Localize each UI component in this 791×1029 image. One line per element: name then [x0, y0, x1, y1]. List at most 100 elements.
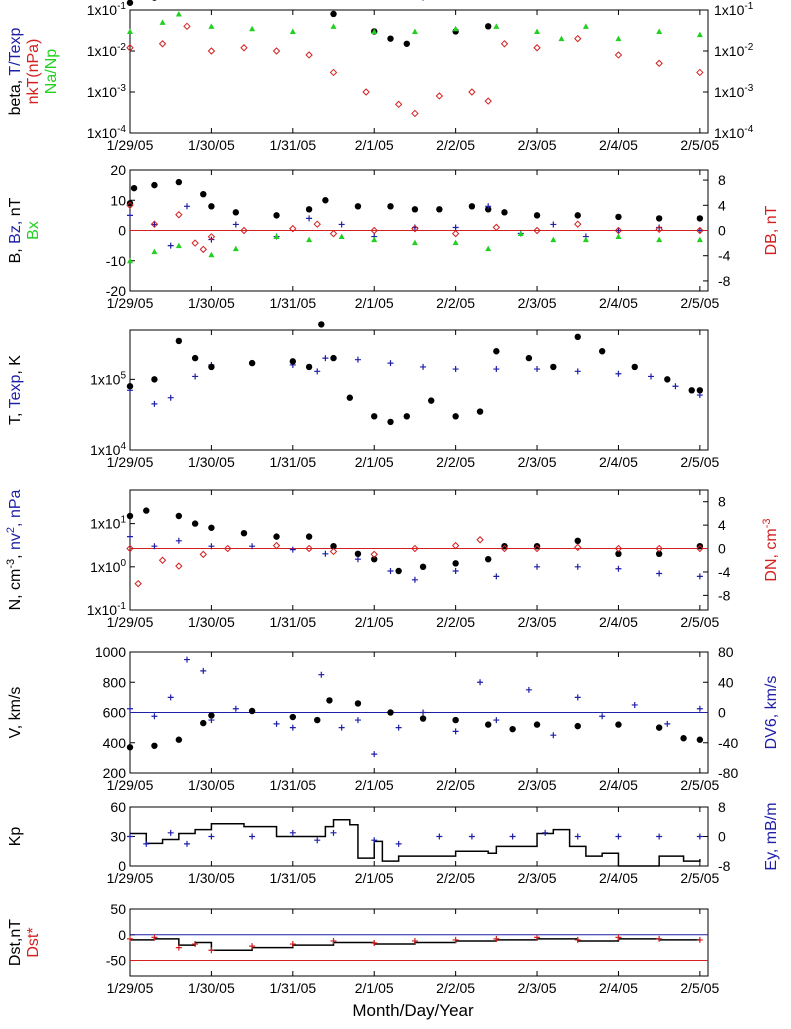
y-axis-label-V: V, km/s — [7, 687, 24, 739]
data-point-N — [395, 567, 402, 575]
data-point-beta — [208, 23, 215, 29]
data-point-beta — [387, 35, 394, 42]
data-point-N — [615, 565, 622, 572]
x-tick-label-T: 1/30/05 — [188, 454, 235, 470]
y-tick-label-beta: 1x10-2 — [87, 42, 127, 59]
data-point-B — [574, 212, 581, 219]
data-point-beta — [411, 109, 419, 118]
data-point-beta — [272, 47, 281, 55]
data-point-B — [354, 203, 362, 210]
x-tick-label-V: 2/3/05 — [518, 777, 557, 793]
data-point-B — [289, 224, 297, 233]
x-tick-label-T: 2/4/05 — [599, 454, 638, 470]
y2-tick-label-V: -40 — [718, 735, 738, 751]
data-point-B — [411, 239, 418, 246]
data-point-T — [648, 373, 655, 380]
data-point-B — [615, 213, 622, 221]
data-point-beta — [696, 31, 703, 38]
data-point-N — [305, 533, 313, 540]
data-point-V — [208, 717, 215, 724]
y-axis-label-Dst: Dst,nT — [7, 919, 24, 966]
x-tick-label-B: 1/29/05 — [107, 295, 154, 311]
data-point-B — [501, 209, 508, 216]
data-point-N — [354, 556, 361, 563]
data-point-N — [574, 537, 581, 545]
y2-tick-label-Kp: 0 — [718, 829, 726, 845]
data-point-N — [191, 520, 199, 527]
data-point-N — [696, 544, 704, 553]
data-point-N — [134, 579, 142, 588]
data-point-T — [403, 413, 410, 420]
y-tick-label-V: 400 — [103, 735, 127, 751]
data-point-T — [346, 394, 354, 401]
data-point-Kp — [208, 833, 215, 840]
data-point-B — [696, 215, 704, 222]
y-tick-label-N: 1x10-1 — [87, 601, 127, 618]
data-point-V — [151, 742, 158, 749]
data-point-beta — [330, 23, 337, 29]
y2-tick-label-N: 8 — [718, 494, 726, 510]
x-tick-label-Kp: 2/5/05 — [680, 870, 719, 886]
data-point-B — [411, 206, 419, 213]
data-point-beta — [493, 23, 500, 29]
data-point-T — [550, 363, 557, 371]
data-point-B — [451, 229, 460, 238]
data-point-N — [249, 543, 256, 550]
data-point-V — [484, 721, 492, 728]
data-point-T — [191, 354, 199, 362]
data-point-Kp — [249, 833, 256, 840]
y-tick-label-V: 800 — [103, 674, 127, 690]
data-point-beta — [289, 28, 296, 34]
data-point-beta — [152, 0, 157, 1]
data-point-V — [452, 716, 459, 724]
data-point-V — [395, 724, 402, 731]
data-point-N — [272, 541, 281, 550]
data-point-Kp — [468, 833, 475, 840]
x-tick-label-B: 1/31/05 — [269, 295, 316, 311]
data-point-B — [655, 225, 663, 233]
y2-tick-label-beta: 1x10-3 — [714, 83, 754, 100]
data-point-N — [574, 563, 581, 570]
data-point-V — [533, 721, 541, 728]
data-point-Kp — [314, 837, 321, 844]
data-point-B — [371, 236, 378, 243]
data-point-N — [126, 512, 134, 520]
data-point-B — [126, 200, 134, 207]
data-point-B — [150, 220, 159, 228]
data-point-T — [208, 363, 215, 371]
data-point-V — [354, 700, 362, 707]
data-point-beta — [126, 44, 134, 52]
data-point-N — [655, 550, 663, 558]
data-point-N — [451, 541, 460, 550]
data-point-B — [338, 221, 345, 228]
y-axis-label-N: N, cm-3, nv2, nPa — [5, 489, 24, 610]
data-point-N — [370, 550, 378, 559]
data-point-V — [574, 694, 581, 701]
data-point-V — [127, 705, 133, 712]
data-point-beta — [158, 40, 167, 48]
data-point-B — [614, 226, 623, 235]
data-point-N — [223, 544, 232, 553]
data-point-Kp — [542, 829, 549, 836]
data-point-V — [574, 722, 581, 730]
data-point-N — [199, 550, 207, 559]
data-point-beta — [403, 40, 410, 47]
data-point-Kp — [574, 833, 581, 840]
data-point-Dst — [656, 935, 663, 942]
data-point-B — [306, 215, 313, 222]
data-point-V — [420, 709, 427, 716]
data-point-T — [428, 397, 435, 404]
panel-frame-N — [129, 489, 709, 611]
data-point-Kp — [395, 840, 402, 847]
y2-axis-label-Kp: Ey, mB/m — [763, 802, 780, 870]
data-point-T — [387, 360, 394, 367]
data-point-N — [175, 562, 183, 570]
data-point-N — [411, 544, 419, 553]
data-point-B — [306, 236, 313, 243]
x-tick-label-beta: 2/5/05 — [680, 137, 719, 153]
data-point-B — [240, 226, 248, 235]
x-tick-label-V: 2/5/05 — [680, 777, 719, 793]
data-point-N — [411, 576, 418, 583]
data-point-Dst — [371, 940, 378, 947]
